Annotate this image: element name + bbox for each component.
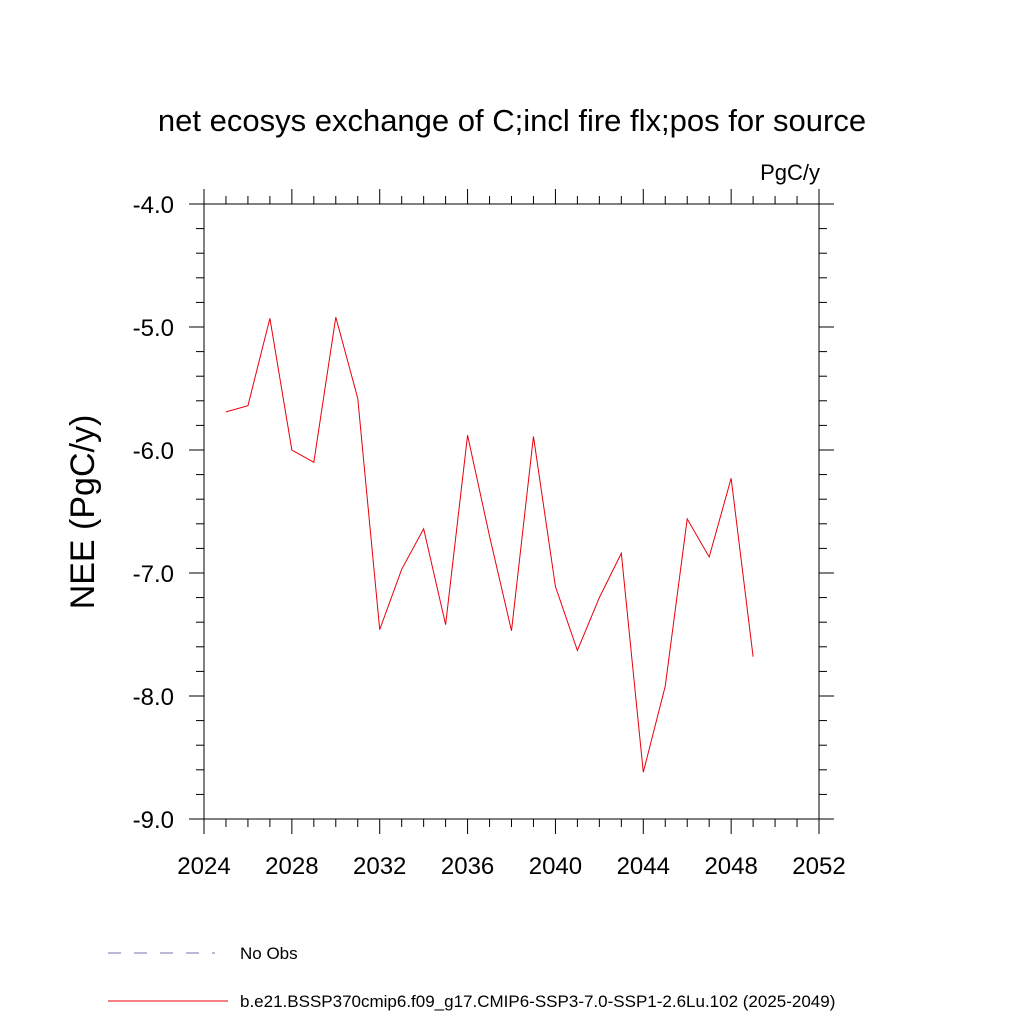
series-layer [225,317,754,773]
x-tick-label: 2044 [617,853,670,880]
y-tick-label: -9.0 [133,807,174,834]
y-tick-label: -5.0 [133,315,174,342]
x-tick-label: 2052 [792,853,845,880]
plot-frame [203,203,820,820]
axis-ticks [189,189,834,834]
chart-title: net ecosys exchange of C;incl fire flx;p… [158,103,866,138]
series-line [225,317,754,773]
legend: No Obs b.e21.BSSP370cmip6.f09_g17.CMIP6-S… [108,944,835,1011]
x-tick-label: 2028 [265,853,318,880]
y-tick-label: -6.0 [133,438,174,465]
legend-label: No Obs [240,944,298,963]
units-label: PgC/y [760,160,820,185]
x-tick-labels: 2024 2028 2032 2036 2040 2044 2048 2052 [177,853,845,880]
x-tick-label: 2032 [353,853,406,880]
x-tick-label: 2048 [704,853,757,880]
y-tick-label: -7.0 [133,561,174,588]
x-tick-label: 2040 [529,853,582,880]
x-tick-label: 2024 [177,853,230,880]
y-tick-label: -8.0 [133,684,174,711]
x-tick-label: 2036 [441,853,494,880]
y-tick-label: -4.0 [133,192,174,219]
y-tick-labels: -4.0 -5.0 -6.0 -7.0 -8.0 -9.0 [133,192,174,834]
y-axis-label: NEE (PgC/y) [64,415,102,610]
legend-label: b.e21.BSSP370cmip6.f09_g17.CMIP6-SSP3-7.… [240,992,835,1011]
